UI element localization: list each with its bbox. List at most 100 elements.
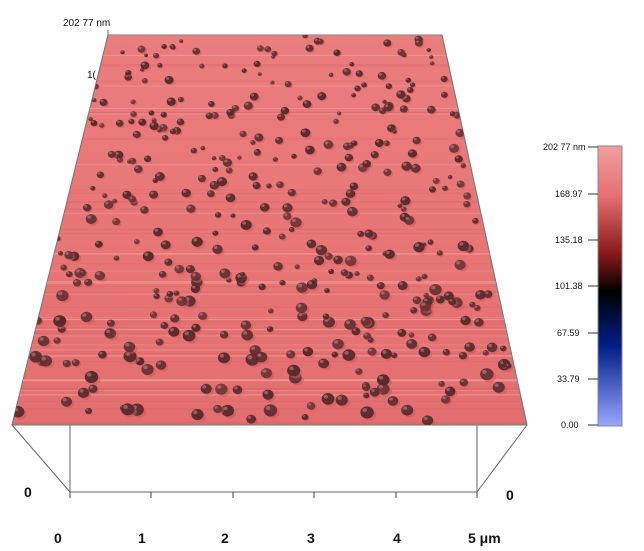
grain (90, 185, 97, 192)
grain (99, 123, 106, 129)
grain (90, 120, 99, 128)
grain (148, 110, 156, 117)
grain (142, 251, 156, 263)
grain (392, 129, 398, 135)
grain (222, 158, 234, 169)
scale-label-4: 135.18 (555, 235, 583, 245)
grain (426, 105, 438, 115)
grain (77, 387, 92, 400)
grain (149, 311, 159, 320)
grain (458, 351, 469, 361)
grain (199, 63, 206, 70)
x-tick-label-2: 2 (221, 530, 229, 546)
grain (427, 239, 435, 246)
grain (322, 313, 331, 321)
grain (367, 337, 375, 344)
grain (404, 215, 417, 227)
grain (441, 91, 450, 99)
grain (166, 291, 175, 299)
grain (460, 163, 467, 169)
grain (278, 233, 287, 241)
grain (396, 90, 408, 101)
grain (260, 368, 275, 380)
grain (153, 293, 162, 301)
grain (448, 297, 458, 307)
grain (155, 338, 165, 347)
grain (140, 61, 151, 71)
grain (120, 50, 126, 55)
grain (60, 264, 69, 272)
grain (216, 177, 229, 188)
grain (328, 72, 335, 78)
grain (499, 345, 508, 353)
grain (219, 330, 230, 340)
x-tick-label-4: 4 (393, 530, 401, 546)
grain (414, 39, 425, 48)
grain (94, 270, 107, 282)
grain (492, 381, 507, 395)
grain (71, 359, 82, 368)
grain (158, 270, 168, 279)
grain (213, 404, 224, 415)
grain (80, 311, 95, 324)
grain (287, 364, 303, 379)
grain (262, 227, 273, 236)
grain (328, 199, 339, 209)
grain (354, 85, 362, 93)
grain (209, 180, 221, 191)
grain (376, 282, 387, 291)
grain (107, 150, 118, 160)
grain (313, 255, 326, 267)
grain (469, 301, 477, 309)
grain (296, 282, 310, 295)
grain (206, 190, 217, 199)
grain (282, 203, 295, 214)
grain (280, 106, 291, 116)
grain (170, 314, 181, 324)
corner-mark: 1( (87, 70, 97, 81)
grain (436, 250, 444, 257)
grain (164, 258, 174, 267)
scale-label-min: 0.00 (561, 420, 579, 430)
grain (84, 278, 94, 288)
grain (130, 99, 137, 106)
grain (255, 351, 270, 365)
grain (85, 214, 99, 226)
grain (62, 359, 73, 369)
grain (454, 259, 468, 272)
grain (138, 118, 148, 127)
grain (125, 69, 133, 77)
grain (336, 162, 349, 173)
grain (302, 35, 309, 40)
grain (200, 383, 214, 396)
grain (264, 46, 273, 54)
grain (406, 338, 420, 351)
grain (369, 387, 382, 399)
grain (219, 268, 233, 280)
grain (332, 338, 346, 352)
grain (407, 87, 415, 94)
grain (419, 300, 434, 314)
grain (141, 77, 149, 85)
grain (410, 163, 423, 175)
grain (221, 404, 237, 419)
grain (116, 157, 125, 164)
grain (215, 383, 230, 397)
grain (212, 230, 220, 237)
grain (133, 239, 141, 246)
grain (103, 200, 116, 211)
grain (160, 111, 169, 119)
grain (447, 174, 454, 180)
grain (246, 414, 258, 425)
grain (409, 82, 417, 88)
grain (253, 149, 263, 157)
grain (212, 166, 220, 173)
grain (102, 193, 109, 199)
grain (342, 349, 358, 363)
grain (153, 52, 161, 60)
grain (444, 386, 458, 398)
grain (290, 217, 304, 230)
grain (342, 68, 353, 77)
x-tick-label-0: 0 (54, 530, 62, 546)
grain (268, 308, 275, 315)
